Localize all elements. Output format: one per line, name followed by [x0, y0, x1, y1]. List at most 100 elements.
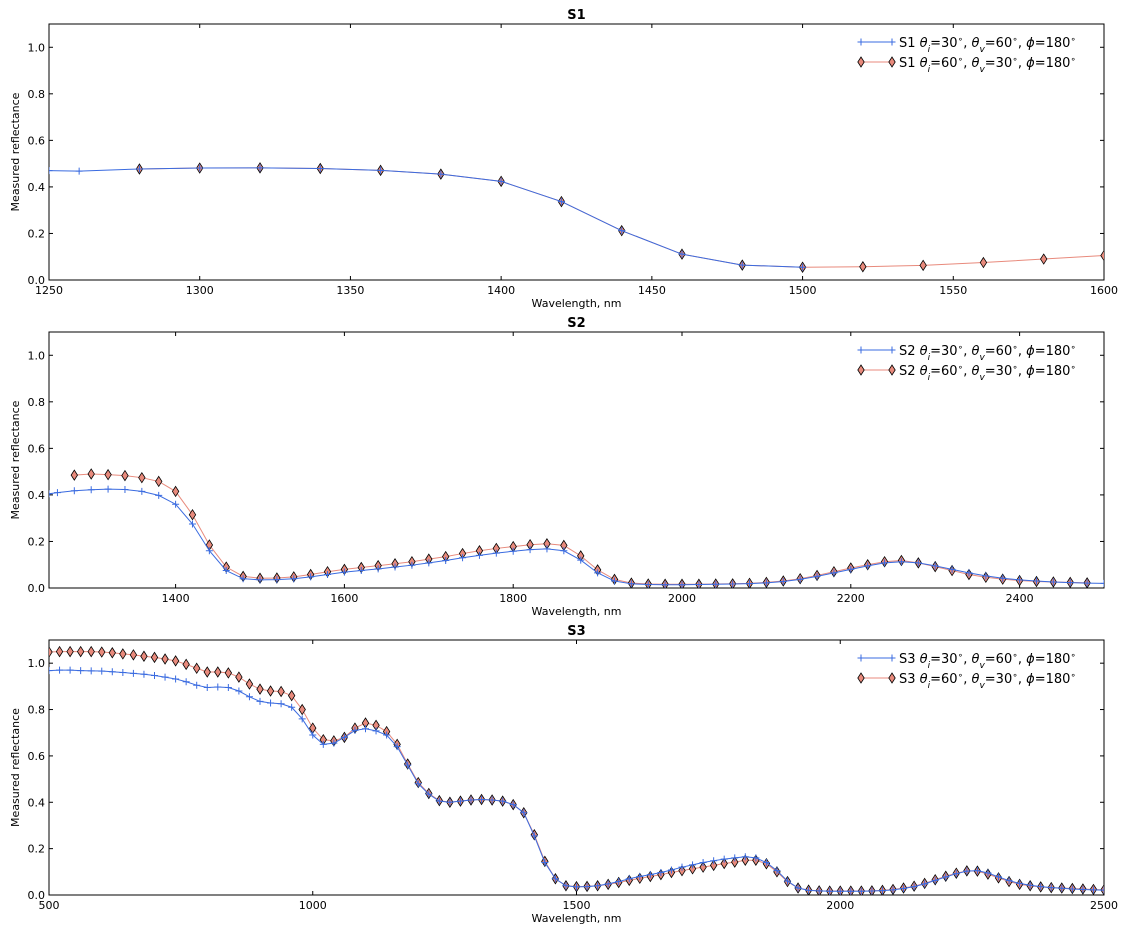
y-tick-label: 0.6	[28, 134, 46, 147]
legend-marker-diamond	[857, 364, 865, 376]
data-point-plus	[712, 580, 720, 588]
data-point-plus	[784, 877, 791, 885]
data-point-plus	[478, 795, 486, 803]
data-point-plus	[383, 731, 391, 739]
data-point-diamond	[298, 703, 306, 716]
series-line	[49, 488, 1104, 586]
series-line	[49, 167, 803, 268]
data-point-plus	[900, 885, 908, 893]
data-point-plus	[307, 573, 315, 581]
data-point-plus	[425, 790, 433, 798]
data-point-plus	[492, 549, 500, 557]
data-point-diamond	[245, 678, 254, 690]
data-point-plus	[509, 547, 517, 555]
data-point-diamond	[140, 650, 148, 662]
data-point-diamond	[979, 256, 988, 269]
data-point-plus	[49, 667, 53, 675]
y-axis-label: Measured reflectance	[9, 708, 22, 827]
data-point-plus	[456, 797, 464, 805]
data-point-plus	[836, 887, 844, 895]
data-point-diamond	[87, 468, 95, 480]
series-2	[135, 162, 1104, 273]
y-axis-label: Measured reflectance	[9, 92, 22, 211]
data-point-plus	[267, 699, 275, 707]
y-tick-label: 0.4	[28, 181, 46, 194]
data-point-plus	[878, 887, 886, 895]
data-point-plus	[488, 796, 496, 804]
data-point-plus	[377, 166, 385, 174]
data-point-diamond	[266, 685, 275, 697]
data-point-plus	[881, 559, 889, 567]
y-tick-label: 0.0	[28, 582, 46, 595]
data-point-plus	[224, 684, 232, 692]
data-point-plus	[53, 489, 61, 497]
data-point-diamond	[193, 662, 201, 675]
data-point-plus	[826, 887, 834, 895]
data-point-plus	[75, 167, 83, 175]
data-point-diamond	[119, 648, 127, 660]
chart-title: S2	[567, 316, 585, 331]
data-point-plus	[1100, 579, 1104, 587]
data-point-plus	[1037, 883, 1045, 891]
data-point-plus	[731, 854, 739, 862]
data-point-plus	[442, 557, 450, 565]
data-point-plus	[805, 886, 813, 894]
data-point-plus	[467, 796, 475, 804]
series-line	[49, 669, 1104, 892]
x-tick-label: 1600	[330, 592, 358, 605]
data-point-plus	[309, 731, 317, 739]
series-1	[49, 164, 807, 271]
data-point-diamond	[709, 859, 718, 872]
data-point-plus	[982, 572, 990, 580]
data-point-plus	[203, 684, 211, 692]
data-point-diamond	[171, 485, 180, 498]
data-point-plus	[830, 569, 838, 577]
data-point-plus	[340, 733, 348, 741]
data-point-plus	[374, 565, 382, 573]
legend: S1 θi=30∘, θv=60∘, ϕ=180∘S1 θi=60∘, θv=3…	[857, 35, 1076, 75]
data-point-plus	[942, 873, 950, 881]
x-axis-label: Wavelength, nm	[532, 605, 622, 618]
y-tick-label: 0.6	[28, 442, 46, 455]
data-point-diamond	[155, 475, 163, 488]
data-point-plus	[562, 882, 570, 890]
data-point-plus	[1047, 884, 1055, 892]
data-point-plus	[889, 886, 897, 894]
data-point-plus	[857, 887, 865, 895]
legend-marker-diamond	[888, 56, 896, 68]
data-point-plus	[49, 167, 53, 175]
data-point-plus	[298, 715, 306, 723]
data-point-diamond	[688, 863, 697, 875]
data-point-plus	[256, 164, 264, 172]
data-point-plus	[214, 683, 222, 691]
chart-title: S3	[567, 624, 585, 639]
data-point-diamond	[214, 666, 222, 678]
data-point-diamond	[699, 861, 707, 873]
data-point-diamond	[277, 685, 285, 698]
data-point-plus	[796, 575, 804, 583]
data-point-plus	[815, 887, 823, 895]
data-point-plus	[847, 887, 855, 895]
data-point-plus	[931, 876, 939, 884]
data-point-diamond	[256, 683, 264, 695]
data-point-diamond	[859, 260, 867, 273]
data-point-plus	[604, 880, 612, 888]
data-point-plus	[689, 861, 697, 869]
x-axis-label: Wavelength, nm	[532, 912, 622, 925]
data-point-plus	[984, 869, 992, 877]
data-point-plus	[914, 559, 922, 567]
y-tick-label: 0.8	[28, 704, 46, 717]
data-point-plus	[657, 869, 665, 877]
plot-frame	[48, 23, 1105, 281]
data-point-plus	[87, 667, 95, 675]
data-point-plus	[330, 739, 338, 747]
data-point-plus	[794, 884, 802, 892]
data-point-diamond	[49, 646, 53, 658]
y-tick-label: 0.4	[28, 489, 46, 502]
series-line	[139, 167, 1104, 268]
data-point-plus	[129, 669, 137, 677]
data-point-plus	[678, 250, 686, 258]
legend-label-0: S3 θi=30∘, θv=60∘, ϕ=180∘	[899, 651, 1076, 671]
y-tick-label: 0.2	[28, 843, 46, 856]
data-point-diamond	[87, 645, 95, 658]
